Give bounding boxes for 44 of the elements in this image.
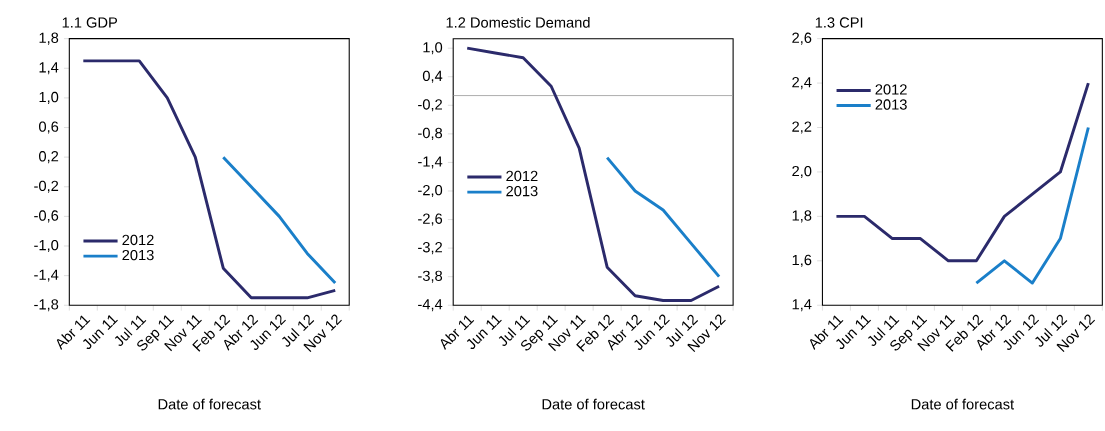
chart-title: 1.2 Domestic Demand — [446, 17, 590, 28]
line-series — [834, 81, 1090, 263]
y-tick-label: 1,4 — [792, 299, 812, 312]
legend-label: 2012 — [122, 235, 154, 246]
line-series — [465, 46, 721, 303]
y-tick-label: -1,4 — [34, 269, 59, 282]
y-tick-label: -2,0 — [418, 185, 443, 198]
y-tick-label: 0,4 — [422, 70, 443, 84]
legend-label: 2012 — [506, 171, 538, 182]
chart-title: 1.1 GDP — [62, 17, 118, 28]
y-tick-label: 1,8 — [792, 210, 812, 223]
y-tick-label: -1,0 — [34, 240, 59, 253]
y-tick-label: 2,0 — [792, 166, 812, 179]
y-tick-label: 1,6 — [792, 255, 812, 268]
y-tick-label: -0,2 — [34, 180, 59, 194]
y-tick-label: 1,8 — [39, 32, 59, 45]
legend-label: 2013 — [875, 99, 907, 110]
y-tick-label: -2,6 — [418, 213, 443, 226]
y-tick-label: 2,6 — [792, 32, 812, 45]
line-series — [605, 156, 721, 279]
x-axis-title: Date of forecast — [542, 398, 645, 410]
chart-title: 1.3 CPI — [815, 17, 863, 28]
y-tick-label: -3,2 — [418, 242, 442, 255]
y-tick-label: -0,2 — [418, 99, 442, 112]
y-tick-label: -0,8 — [418, 128, 443, 141]
y-tick-label: 2,2 — [792, 121, 812, 134]
legend-label: 2012 — [875, 84, 907, 95]
y-tick-label: -0,6 — [34, 210, 59, 223]
y-tick-label: 2,4 — [792, 77, 812, 90]
y-tick-label: 0,2 — [39, 151, 59, 164]
line-series — [974, 126, 1090, 285]
x-axis-title: Date of forecast — [158, 398, 261, 410]
y-tick-label: -1,4 — [418, 156, 443, 169]
y-tick-label: 1,0 — [423, 42, 443, 55]
legend-label: 2013 — [122, 250, 154, 261]
y-tick-label: -3,8 — [418, 270, 443, 283]
y-tick-label: 0,6 — [39, 121, 59, 134]
legend-label: 2013 — [506, 186, 538, 197]
y-tick-label: -1,8 — [34, 299, 59, 312]
y-tick-label: -4,4 — [418, 299, 443, 312]
x-axis-title: Date of forecast — [911, 398, 1015, 410]
line-series — [221, 155, 337, 285]
y-tick-label: 1,0 — [39, 92, 59, 105]
y-tick-label: 1,4 — [39, 62, 59, 75]
